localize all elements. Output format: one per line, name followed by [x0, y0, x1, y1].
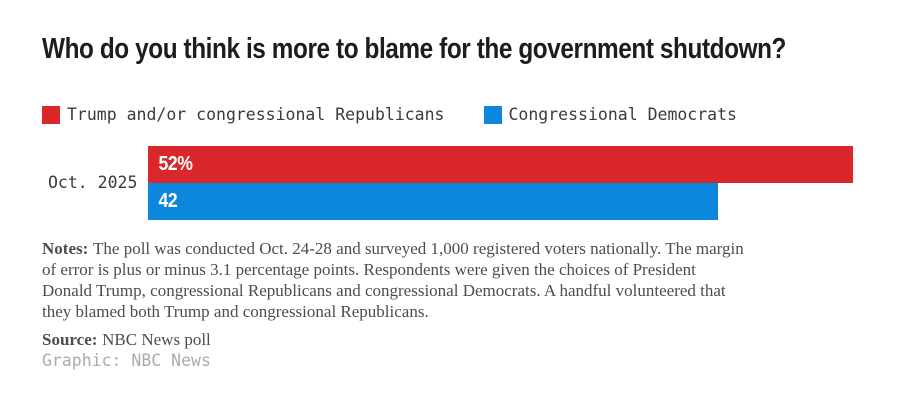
notes-paragraph: Notes: The poll was conducted Oct. 24-28 … — [42, 238, 902, 322]
source-label: Source: — [42, 330, 98, 349]
bar-republicans: 52% — [148, 146, 853, 183]
legend-label-republicans: Trump and/or congressional Republicans — [67, 105, 445, 124]
source-body: NBC News poll — [102, 330, 211, 349]
bar-chart: Oct. 2025 52% 42 — [0, 146, 903, 220]
legend-item-democrats: Congressional Democrats — [483, 105, 737, 124]
chart-title: Who do you think is more to blame for th… — [42, 33, 787, 65]
bar-value-republicans: 52% — [158, 153, 193, 175]
graphic-credit: Graphic: NBC News — [42, 351, 211, 370]
source-line: Source: NBC News poll — [42, 329, 211, 350]
bar-group: 52% 42 — [148, 146, 853, 220]
legend-swatch-democrats-icon — [483, 105, 502, 124]
bar-democrats: 42 — [148, 183, 718, 220]
notes-body: The poll was conducted Oct. 24-28 and su… — [42, 239, 744, 321]
legend-label-democrats: Congressional Democrats — [508, 105, 737, 124]
notes-label: Notes: — [42, 239, 89, 258]
legend-swatch-republicans-icon — [42, 105, 60, 124]
category-label-oct-2025: Oct. 2025 — [48, 173, 138, 192]
bar-value-democrats: 42 — [158, 190, 178, 212]
legend-item-republicans: Trump and/or congressional Republicans — [42, 105, 445, 124]
legend: Trump and/or congressional Republicans C… — [42, 105, 737, 124]
